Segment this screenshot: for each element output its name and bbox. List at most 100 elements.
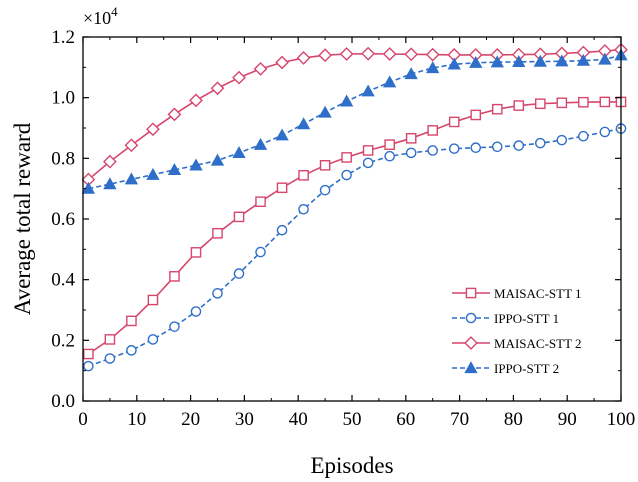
data-point xyxy=(253,61,268,76)
data-point xyxy=(296,51,311,65)
data-point xyxy=(167,107,182,122)
y-tick-label: 1.0 xyxy=(51,88,75,109)
data-point xyxy=(599,126,611,138)
data-point xyxy=(255,196,266,208)
x-tick-label: 40 xyxy=(289,409,308,430)
legend-label: MAISAC-STT 1 xyxy=(494,286,582,301)
data-point xyxy=(212,288,223,299)
legend-marker xyxy=(465,287,477,299)
x-tick-label: 90 xyxy=(558,409,577,430)
data-point xyxy=(169,321,180,332)
data-point xyxy=(362,157,374,169)
data-point xyxy=(275,128,289,141)
data-point xyxy=(126,345,137,356)
data-point xyxy=(470,109,482,121)
legend-label: IPPO-STT 2 xyxy=(494,361,559,376)
legend-item: MAISAC-STT 2 xyxy=(452,336,582,351)
data-point xyxy=(190,247,202,258)
data-point xyxy=(447,57,461,70)
data-point xyxy=(126,315,137,327)
data-point xyxy=(470,142,482,154)
data-point xyxy=(147,294,159,306)
series-0 xyxy=(83,96,627,360)
data-point xyxy=(298,203,309,215)
data-point xyxy=(146,122,160,137)
legend-item: IPPO-STT 1 xyxy=(452,311,559,326)
data-point xyxy=(341,152,352,163)
x-tick-label: 100 xyxy=(607,409,636,430)
y-multiplier-base: ×10 xyxy=(83,8,111,28)
data-point xyxy=(83,348,94,360)
data-point xyxy=(232,146,246,159)
series-line xyxy=(88,54,622,190)
data-point xyxy=(598,52,612,65)
data-point xyxy=(190,306,202,317)
data-point xyxy=(233,211,245,223)
legend-label: MAISAC-STT 2 xyxy=(494,336,582,351)
axis-ticks: 0 10 20 30 40 50 60 70 80 90 100 0.0 0.2 0.4 0.6 0.8 1.0… xyxy=(51,27,635,430)
x-tick-label: 10 xyxy=(127,409,146,430)
legend: MAISAC-STT 1 IPPO-STT 1 MAISAC-STT 2 IPPO-S… xyxy=(452,286,582,376)
data-point xyxy=(556,97,568,109)
data-point xyxy=(296,117,311,130)
y-tick-label: 0.2 xyxy=(51,330,75,351)
data-point xyxy=(513,100,525,111)
data-point xyxy=(405,147,417,159)
data-point xyxy=(318,48,332,63)
x-tick-label: 80 xyxy=(504,409,523,430)
data-point xyxy=(212,227,223,239)
y-tick-label: 0.4 xyxy=(51,270,75,291)
data-point xyxy=(169,271,180,282)
data-point xyxy=(276,182,288,194)
data-point xyxy=(275,55,289,70)
data-point xyxy=(253,137,268,150)
data-point xyxy=(383,75,397,88)
data-point xyxy=(255,246,266,258)
legend-label: IPPO-STT 1 xyxy=(494,311,559,326)
data-point xyxy=(146,167,160,180)
data-point xyxy=(189,158,203,171)
data-point xyxy=(384,150,395,162)
data-point xyxy=(339,47,354,61)
data-point xyxy=(341,169,352,181)
data-point xyxy=(384,139,395,150)
y-tick-label: 0.8 xyxy=(51,148,75,169)
data-point xyxy=(382,47,397,61)
data-point xyxy=(339,94,354,107)
data-point xyxy=(535,137,546,149)
y-axis-title: Average total reward xyxy=(10,122,35,315)
data-point xyxy=(513,140,525,151)
data-point xyxy=(147,334,159,345)
x-tick-label: 20 xyxy=(181,409,200,430)
data-point xyxy=(124,138,139,153)
x-tick-label: 70 xyxy=(450,409,469,430)
data-point xyxy=(103,154,117,169)
data-point xyxy=(576,53,590,66)
series-3 xyxy=(81,48,628,194)
x-tick-label: 60 xyxy=(396,409,415,430)
data-point xyxy=(210,81,225,96)
legend-item: MAISAC-STT 1 xyxy=(452,286,582,301)
data-point xyxy=(83,360,94,372)
data-point xyxy=(491,141,503,153)
y-tick-label: 0.0 xyxy=(51,391,75,412)
data-point xyxy=(425,47,440,62)
data-point xyxy=(578,130,589,142)
data-point xyxy=(512,55,526,68)
data-point xyxy=(426,61,440,74)
data-point xyxy=(81,181,96,194)
data-point xyxy=(405,133,417,144)
data-point xyxy=(535,98,546,110)
data-point xyxy=(233,268,245,279)
data-point xyxy=(362,145,374,156)
y-tick-label: 1.2 xyxy=(51,27,75,48)
plot-area xyxy=(81,42,628,372)
data-point xyxy=(533,54,547,67)
data-point xyxy=(232,70,246,85)
legend-marker xyxy=(464,336,478,350)
x-tick-label: 30 xyxy=(235,409,254,430)
x-tick-label: 0 xyxy=(78,409,88,430)
data-point xyxy=(210,153,225,166)
data-point xyxy=(448,116,460,128)
